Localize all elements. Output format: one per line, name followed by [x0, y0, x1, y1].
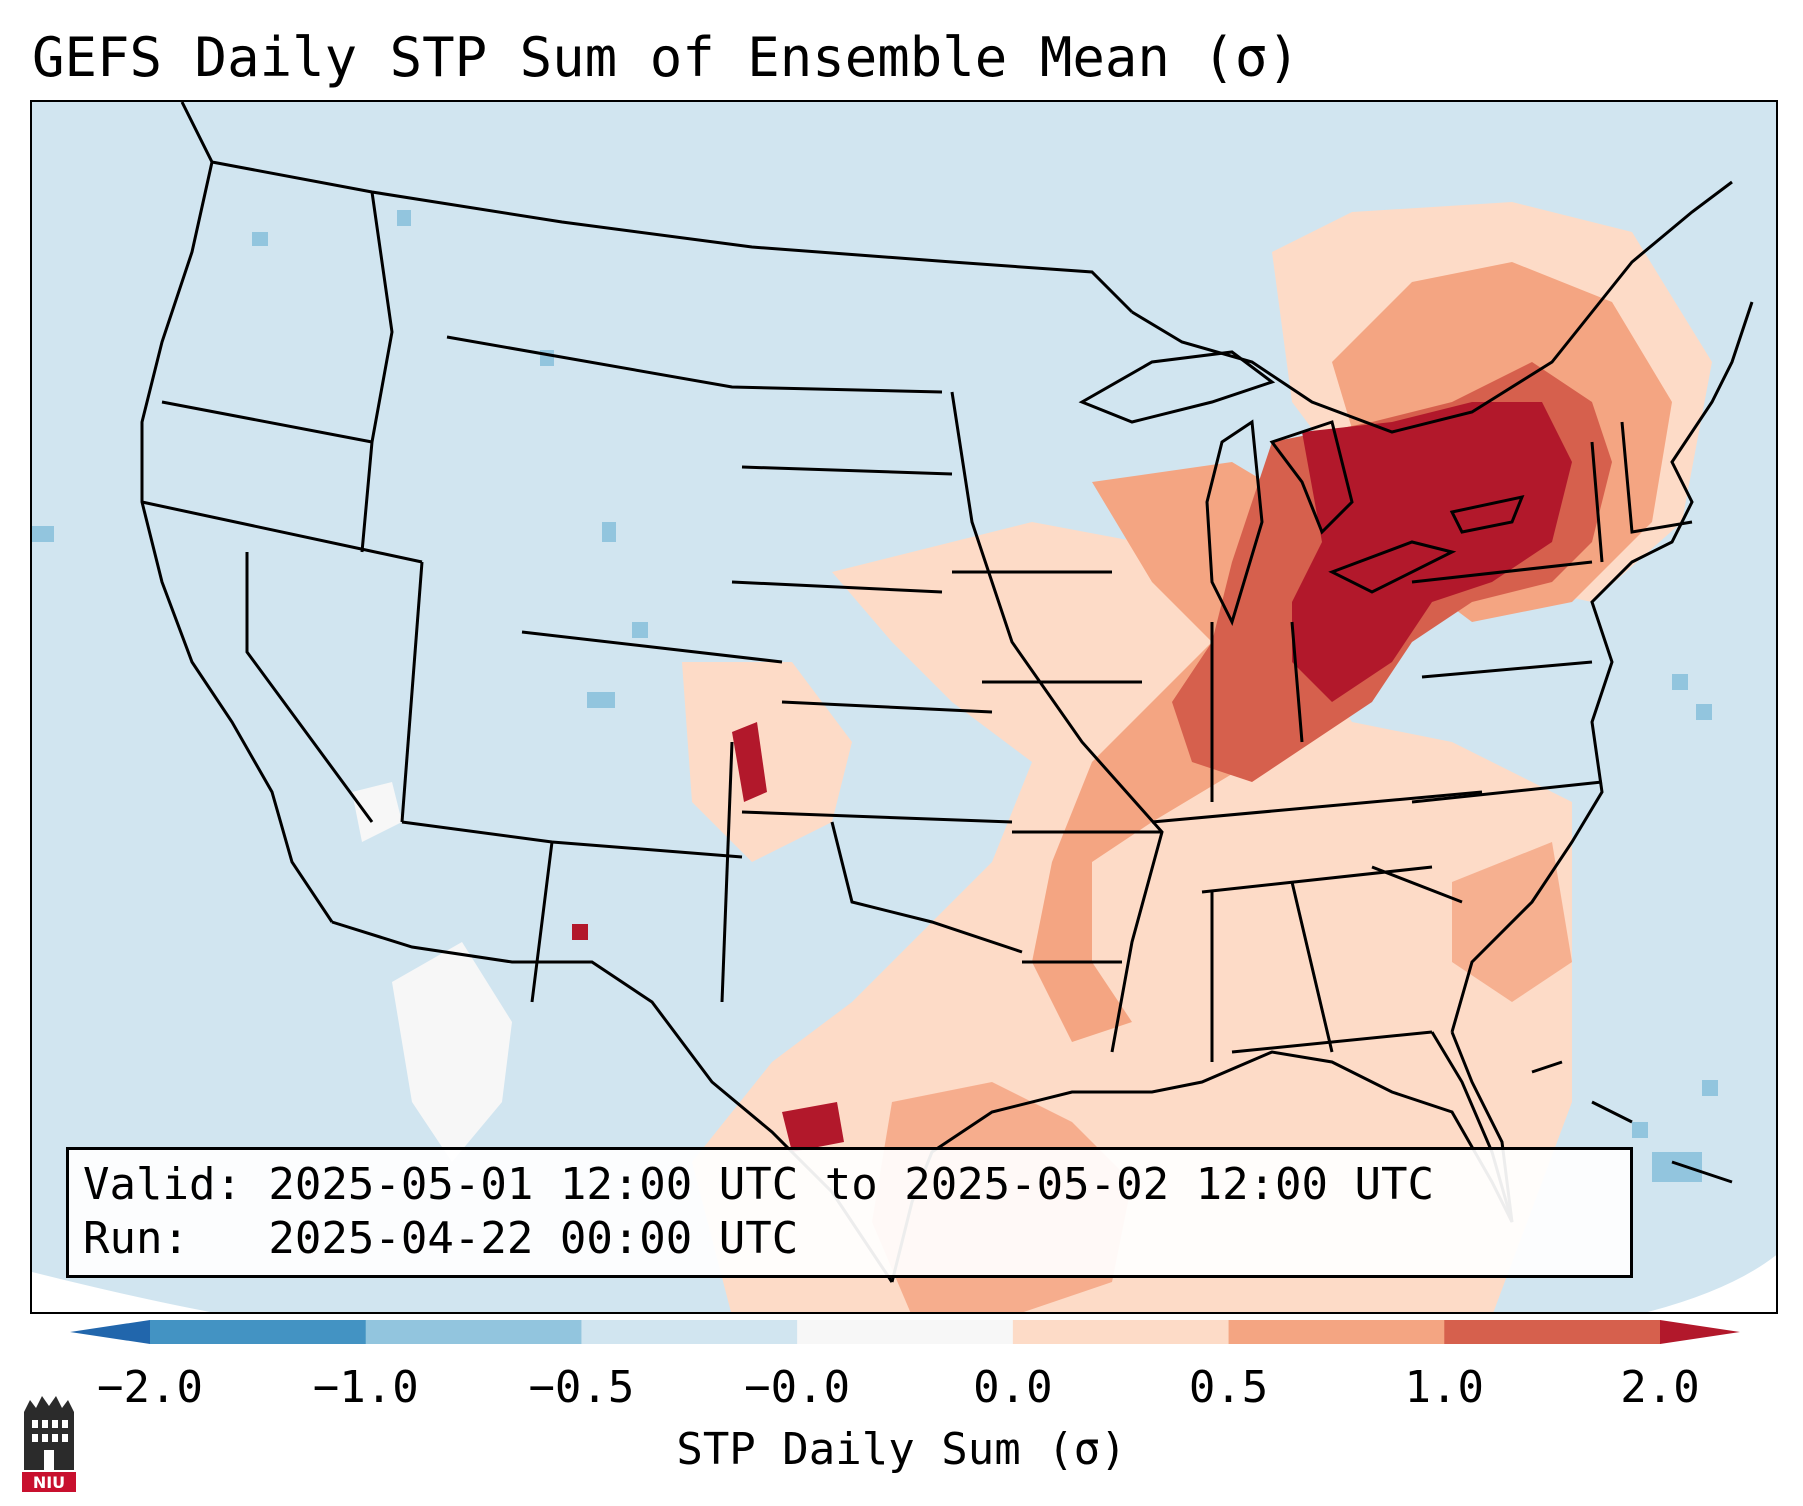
state-line-nc-sc: [1371, 865, 1463, 904]
state-borders: [140, 102, 1754, 1283]
lake-erie: [1328, 540, 1457, 594]
state-line-in-oh: [1290, 621, 1304, 743]
colorbar-bin: [797, 1320, 1014, 1344]
anomaly-light-plains: [682, 662, 852, 862]
state-line-sd-ne: [731, 580, 943, 594]
state-line-ne-ks: [781, 700, 993, 714]
chart-title: GEFS Daily STP Sum of Ensemble Mean (σ): [32, 26, 1300, 89]
colorbar-bin: [581, 1320, 798, 1344]
colorbar-tick-label: −1.0: [312, 1362, 419, 1413]
state-line-co-nm: [551, 840, 743, 859]
colorbar-bin: [1012, 1320, 1230, 1344]
anomaly-max-south-texas: [782, 1102, 844, 1152]
anomaly-neutral-mexico: [352, 782, 512, 1162]
caribbean-islands: [1531, 1060, 1733, 1184]
state-line-ca-nv: [245, 552, 374, 823]
state-line-pa-ny: [1411, 560, 1593, 584]
colorbar-bin: [150, 1320, 367, 1344]
logo-text: NIU: [33, 1473, 65, 1492]
colorbar-over-triangle: [1660, 1320, 1740, 1344]
colorbar-tick-label: −0.5: [528, 1362, 635, 1413]
state-line-ga-fl: [1231, 1030, 1433, 1054]
anomaly-layer: [32, 202, 1776, 1312]
state-line-or-ca: [141, 500, 423, 564]
state-line-new-england: [1620, 421, 1693, 534]
colorbar-tick-label: 1.0: [1404, 1362, 1485, 1413]
anomaly-negative-cells: [32, 210, 1718, 1182]
state-line-nm-tx: [720, 741, 734, 1003]
state-line-nd-sd: [741, 465, 953, 476]
colorbar-tick-label: −0.0: [744, 1362, 851, 1413]
lake-superior: [1078, 350, 1276, 424]
pacific-coast: [140, 161, 334, 923]
state-line-ks-ok: [741, 810, 1013, 824]
state-line-mt-wy: [446, 335, 943, 394]
state-line-az-nm: [530, 841, 554, 1003]
lake-michigan: [1205, 419, 1264, 627]
state-line-ms-river: [950, 391, 1164, 1053]
atlantic-coast: [1450, 301, 1754, 1033]
state-line-pa-md: [1421, 660, 1593, 679]
colorbar: [70, 1320, 1740, 1344]
state-line-tn-al-ga: [1201, 865, 1433, 894]
outside-domain-mask-right: [1647, 1255, 1776, 1312]
state-line-nv-ut: [400, 561, 424, 823]
lake-huron: [1269, 420, 1354, 535]
colorbar-bin: [1444, 1320, 1661, 1344]
outside-domain-mask: [32, 1272, 211, 1312]
valid-run-info-box: Valid: 2025-05-01 12:00 UTC to 2025-05-0…: [66, 1147, 1633, 1278]
colorbar-tick-label: 0.0: [973, 1362, 1053, 1413]
colorbar-bin: [1228, 1320, 1445, 1344]
state-line-al-ga: [1290, 881, 1334, 1053]
state-line-id: [360, 191, 394, 553]
anomaly-max-core: [1292, 402, 1572, 702]
state-line-ky-tn: [1151, 790, 1483, 824]
run-time-line: Run: 2025-04-22 00:00 UTC: [83, 1213, 799, 1264]
anomaly-max-texas-spot: [572, 924, 588, 940]
colorbar-bins: [150, 1320, 1661, 1344]
map-svg: [32, 102, 1776, 1312]
state-line-ut-az: [401, 820, 553, 844]
state-line-ok-tx: [830, 821, 1023, 954]
state-line-wy-co: [521, 630, 783, 664]
state-line-va-nc: [1411, 780, 1603, 804]
colorbar-label: STP Daily Sum (σ): [676, 1424, 1127, 1475]
anomaly-max-plains-spot: [732, 722, 767, 802]
lake-ontario: [1449, 494, 1525, 534]
map-panel[interactable]: [30, 100, 1778, 1314]
colorbar-tick-label: 0.5: [1188, 1362, 1269, 1413]
canada-border: [180, 102, 1134, 314]
colorbar-bin: [365, 1320, 582, 1344]
canada-border-great-lakes: [1131, 180, 1733, 434]
niu-logo-icon: NIU: [22, 1396, 76, 1492]
valid-time-line: Valid: 2025-05-01 12:00 UTC to 2025-05-0…: [83, 1159, 1435, 1210]
colorbar-tick-label: 2.0: [1620, 1362, 1700, 1413]
state-line-ny-vt: [1590, 441, 1604, 563]
colorbar-tick-label: −2.0: [97, 1362, 203, 1413]
state-line-wa-or: [161, 400, 373, 444]
colorbar-under-triangle: [70, 1320, 150, 1344]
